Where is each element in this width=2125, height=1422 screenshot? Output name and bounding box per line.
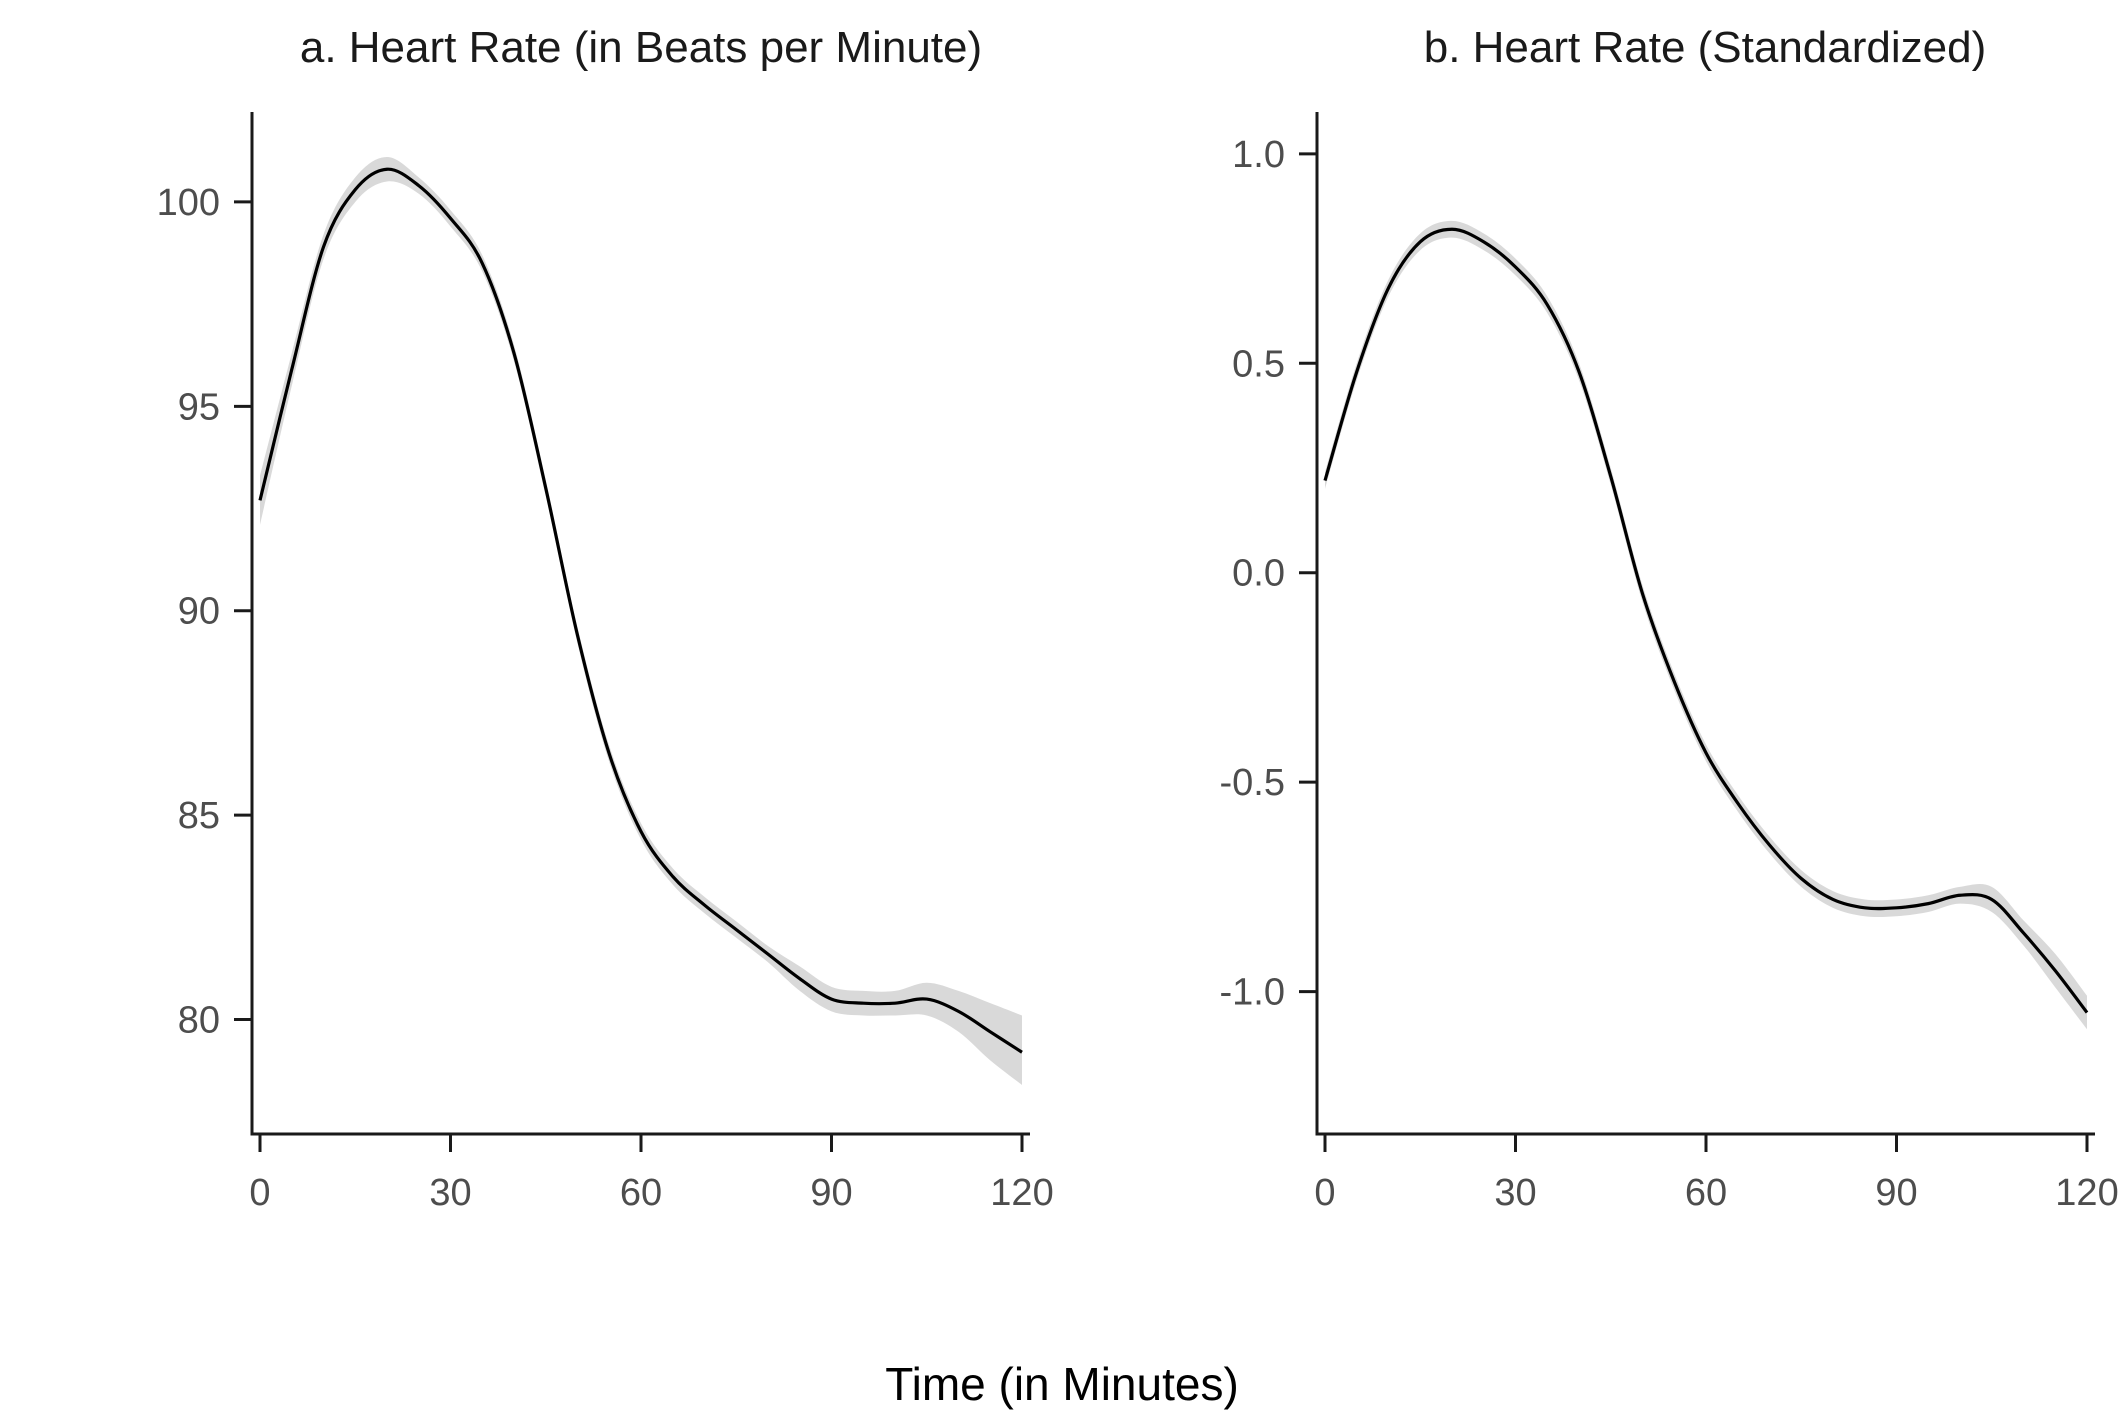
panel-b-x-tick-label: 0	[1314, 1172, 1335, 1214]
panel-a-y-tick-label: 85	[178, 795, 220, 837]
panel-b-y-ticks: -1.0 -0.5 0.0 0.5 1.0	[1220, 134, 1317, 1014]
panel-a-y-ticks: 80 85 90 95 100	[157, 182, 252, 1042]
panel-a-title: a. Heart Rate (in Beats per Minute)	[300, 23, 982, 72]
panel-a-x-tick-label: 0	[249, 1172, 270, 1214]
panel-b-x-tick-label: 30	[1494, 1172, 1536, 1214]
panel-a-y-tick-label: 95	[178, 386, 220, 428]
panel-b-series-line	[1323, 227, 2089, 1014]
panel-a-x-tick-label: 90	[810, 1172, 852, 1214]
panel-a-y-tick-label: 90	[178, 591, 220, 633]
panel-a-y-tick-label: 100	[157, 182, 220, 224]
panel-a-series-line	[258, 167, 1023, 1054]
panel-a-x-tick-label: 120	[990, 1172, 1053, 1214]
panel-b-x-tick-label: 60	[1685, 1172, 1727, 1214]
panel-b-x-ticks: 0 30 60 90 120	[1314, 1134, 2119, 1214]
panel-b-y-tick-label: 1.0	[1232, 134, 1285, 176]
panel-a: a. Heart Rate (in Beats per Minute) 0 30 6…	[157, 23, 1054, 1214]
panel-b-title: b. Heart Rate (Standardized)	[1424, 23, 1987, 72]
panel-b-x-tick-label: 120	[2055, 1172, 2118, 1214]
x-axis-title: Time (in Minutes)	[885, 1358, 1239, 1410]
panel-a-y-tick-label: 80	[178, 1000, 220, 1042]
panel-a-x-tick-label: 60	[620, 1172, 662, 1214]
panel-b: b. Heart Rate (Standardized) 0 30 60 90 120 …	[1220, 23, 2119, 1214]
panel-b-y-tick-label: 0.5	[1232, 343, 1285, 385]
panel-b-x-tick-label: 90	[1875, 1172, 1917, 1214]
panel-b-y-tick-label: -0.5	[1220, 762, 1285, 804]
panel-a-confidence-band	[260, 156, 1022, 1085]
panel-a-x-ticks: 0 30 60 90 120	[249, 1134, 1054, 1214]
panel-b-y-tick-label: -1.0	[1220, 972, 1285, 1014]
panel-a-x-tick-label: 30	[429, 1172, 471, 1214]
panel-b-y-tick-label: 0.0	[1232, 553, 1285, 595]
panel-b-confidence-band	[1325, 220, 2087, 1030]
